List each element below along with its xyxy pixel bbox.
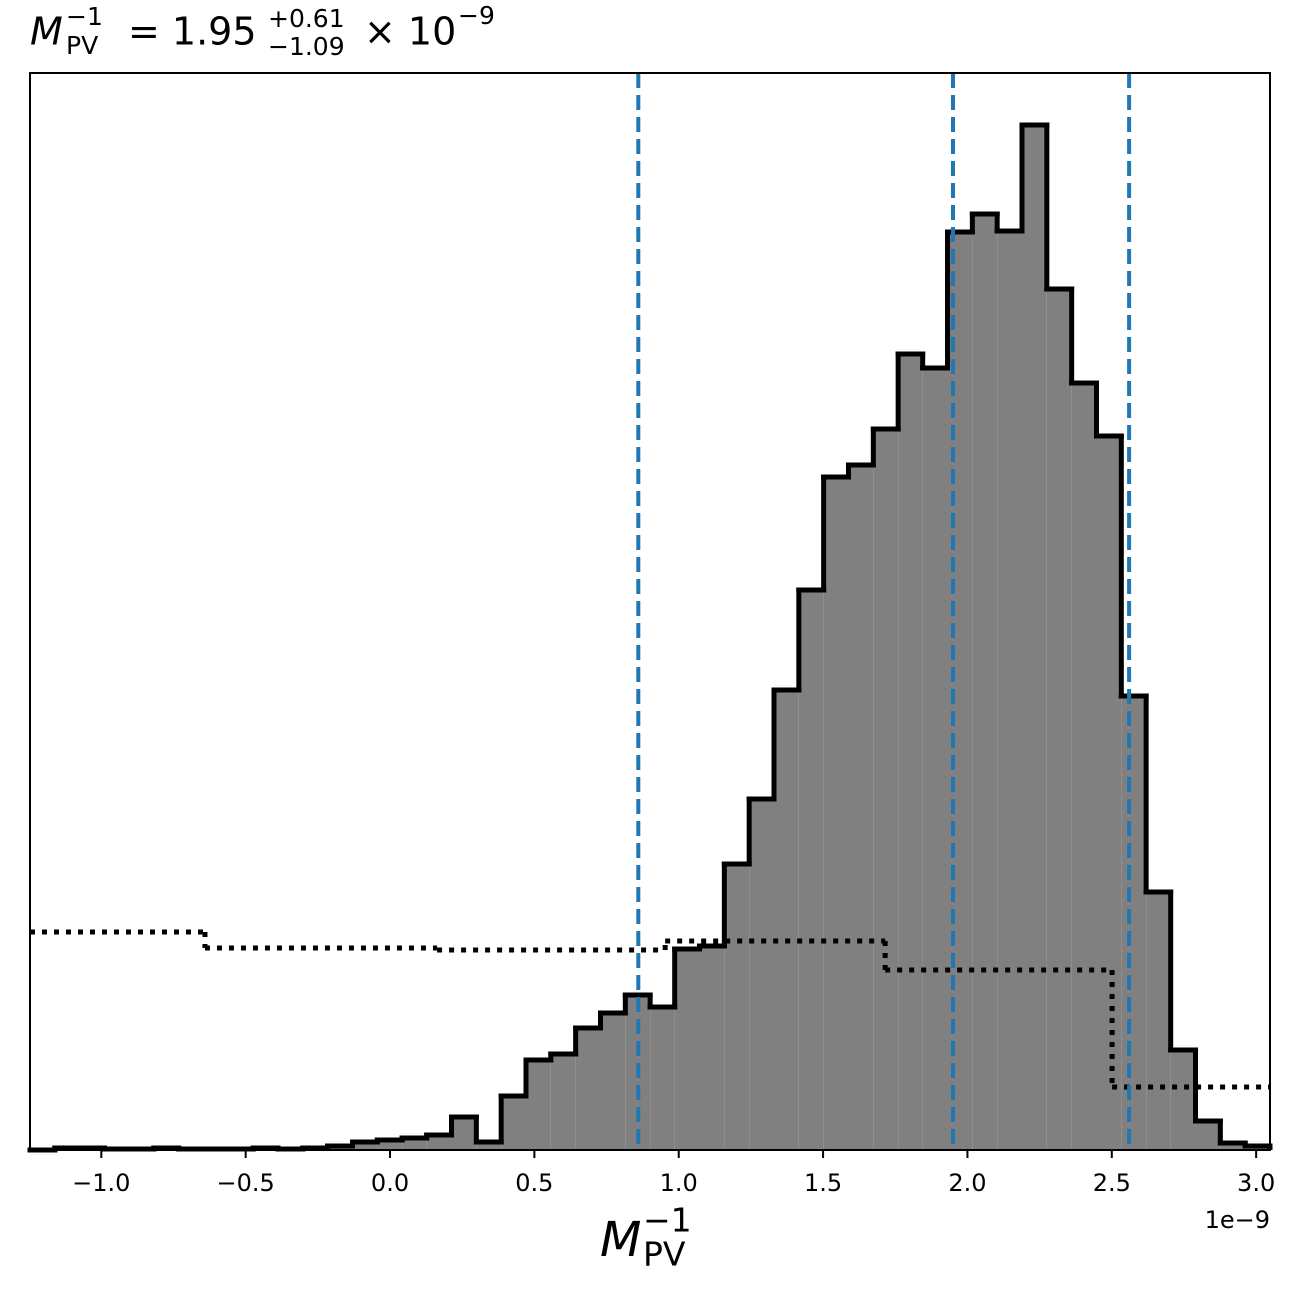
bar [550,1054,576,1150]
title-exponent: −9 [458,1,495,30]
bar [873,429,899,1150]
x-label-sub: PV [643,1235,686,1274]
bar [1096,436,1122,1150]
x-tick-label: −1.0 [72,1169,130,1197]
bar [798,590,824,1150]
bar [501,1096,526,1150]
bar [848,465,874,1150]
bar [451,1117,477,1150]
bar [972,214,998,1150]
x-tick-label: 3.0 [1237,1169,1275,1197]
x-tick-label: 0.0 [371,1169,409,1197]
bar [352,1142,378,1150]
bar [898,354,923,1150]
plot-frame [29,72,1271,1151]
x-label-sup: −1 [643,1201,692,1240]
bar [1022,125,1047,1150]
title-sub: PV [66,31,98,60]
bar [823,477,849,1150]
bar [1121,696,1147,1150]
bar [377,1140,403,1150]
x-tick-label: 2.0 [948,1169,986,1197]
bar [997,231,1022,1150]
bar [674,949,700,1150]
bar [724,864,750,1150]
x-tick-label: −0.5 [217,1169,275,1197]
x-tick-label: 0.5 [515,1169,553,1197]
title-upper: +0.61 [268,4,345,33]
bar [699,946,725,1150]
title-sup: −1 [66,2,103,31]
bar [749,799,774,1150]
bar [1071,383,1097,1150]
x-tick-label: 1.5 [804,1169,842,1197]
bar [1046,289,1072,1150]
bar [922,368,948,1150]
bar [575,1028,601,1150]
bar [402,1138,427,1150]
title-lower: −1.09 [268,32,345,61]
title-value: = 1.95 [128,10,257,54]
bar [1195,1121,1221,1150]
title-symbol: M [30,10,63,54]
bar [426,1135,452,1150]
x-tick-label: 1.0 [660,1169,698,1197]
x-offset-label: 1e−9 [1205,1206,1270,1234]
bar [526,1060,551,1150]
bar [476,1142,502,1150]
bar [1146,892,1171,1150]
bar [650,1007,675,1150]
bar [1220,1143,1246,1150]
title-times: × 10 [364,10,456,54]
bar [774,690,799,1150]
bar [1170,1050,1196,1150]
bar [600,1013,626,1150]
x-tick-label: 2.5 [1093,1169,1131,1197]
x-label-symbol: M [600,1212,641,1268]
